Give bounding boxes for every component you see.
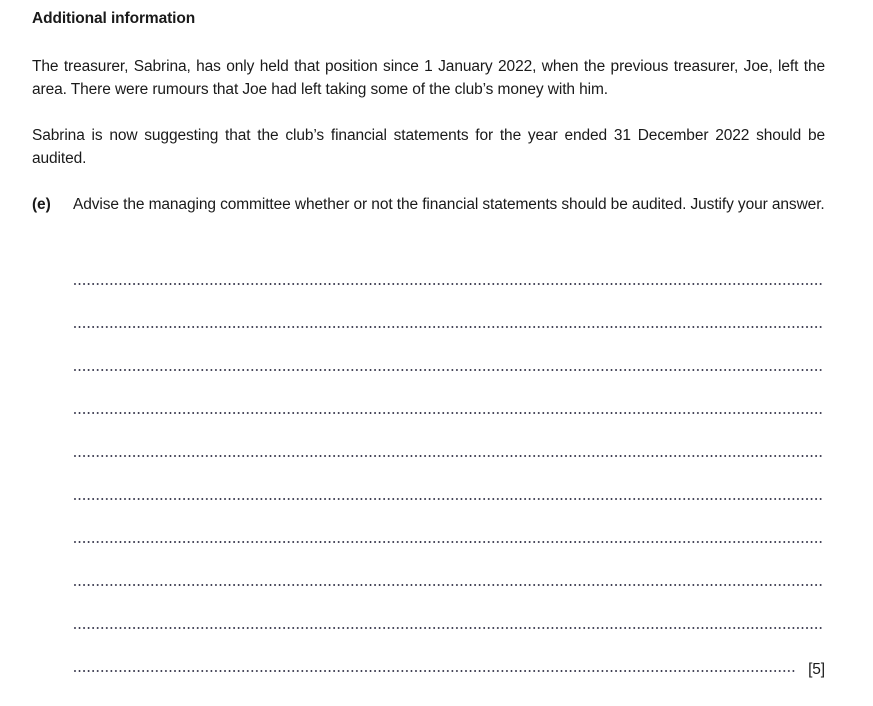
- context-paragraph-1: The treasurer, Sabrina, has only held th…: [32, 58, 825, 98]
- answer-line[interactable]: [74, 405, 825, 448]
- answer-line[interactable]: [74, 491, 825, 534]
- dotted-rule: [74, 670, 796, 673]
- dotted-rule: [74, 412, 824, 415]
- answer-line[interactable]: [74, 276, 825, 319]
- answer-line[interactable]: [74, 319, 825, 362]
- dotted-rule: [74, 584, 824, 587]
- dotted-rule: [74, 541, 824, 544]
- answer-line-last[interactable]: [5]: [74, 661, 825, 706]
- answer-lines: [5]: [74, 276, 825, 706]
- question-text: Advise the managing committee whether or…: [73, 196, 825, 213]
- answer-line[interactable]: [74, 620, 825, 663]
- answer-line[interactable]: [74, 577, 825, 620]
- spacer: [32, 30, 825, 56]
- answer-line[interactable]: [74, 362, 825, 405]
- dotted-rule: [74, 627, 824, 630]
- dotted-rule: [74, 498, 824, 501]
- additional-information-heading: Additional information: [32, 10, 196, 27]
- dotted-rule: [74, 283, 824, 286]
- dotted-rule: [74, 455, 824, 458]
- question-content: Additional information The treasurer, Sa…: [32, 8, 825, 217]
- question-label: (e): [32, 196, 51, 213]
- spacer: [32, 101, 825, 125]
- spacer: [32, 170, 825, 194]
- dotted-rule: [74, 369, 824, 372]
- answer-line[interactable]: [74, 448, 825, 491]
- marks-allocation: [5]: [808, 661, 825, 678]
- question-e: (e) Advise the managing committee whethe…: [32, 194, 825, 217]
- context-paragraph-2: Sabrina is now suggesting that the club’…: [32, 127, 825, 167]
- answer-line[interactable]: [74, 534, 825, 577]
- dotted-rule: [74, 326, 824, 329]
